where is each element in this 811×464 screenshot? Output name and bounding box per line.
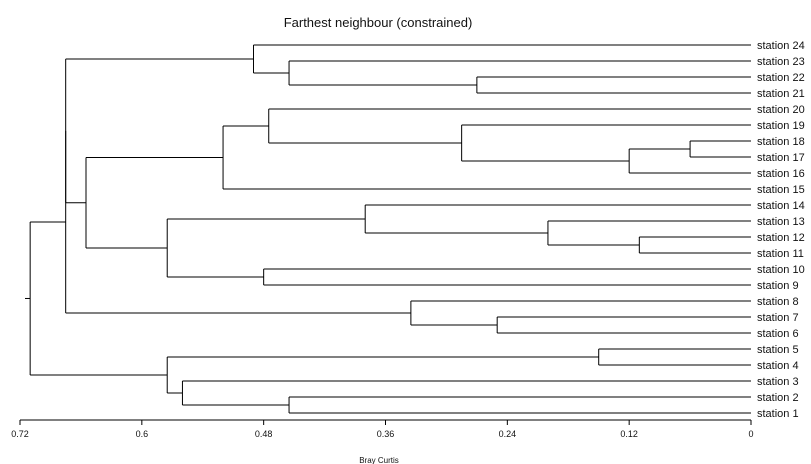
leaf-label: station 7	[757, 312, 799, 324]
leaf-label: station 24	[757, 40, 805, 52]
leaf-label: station 20	[757, 104, 805, 116]
leaf-label: station 8	[757, 296, 799, 308]
x-tick-label: 0.12	[620, 429, 638, 439]
x-tick-label: 0.48	[255, 429, 273, 439]
leaf-labels: station 24 station 23 station 22 station 21…	[757, 40, 805, 420]
leaf-label: station 15	[757, 184, 805, 196]
leaf-label: station 4	[757, 360, 799, 372]
leaf-label: station 18	[757, 136, 805, 148]
leaf-label: station 22	[757, 72, 805, 84]
leaf-label: station 10	[757, 264, 805, 276]
leaf-label: station 11	[757, 248, 804, 260]
leaf-label: station 5	[757, 344, 799, 356]
x-axis: 0.72 0.6 0.48 0.36 0.24 0.12 0	[11, 419, 754, 439]
leaf-label: station 17	[757, 152, 805, 164]
leaf-label: station 19	[757, 120, 805, 132]
dendrogram-branches	[25, 44, 751, 414]
leaf-label: station 3	[757, 376, 799, 388]
leaf-label: station 23	[757, 56, 805, 68]
x-tick-label: 0	[748, 429, 753, 439]
leaf-label: station 1	[757, 408, 799, 420]
x-tick-label: 0.36	[377, 429, 395, 439]
leaf-label: station 13	[757, 216, 805, 228]
leaf-label: station 2	[757, 392, 799, 404]
x-axis-label: Bray Curtis	[359, 456, 399, 464]
x-tick-label: 0.24	[499, 429, 517, 439]
chart-title: Farthest neighbour (constrained)	[284, 15, 473, 30]
leaf-label: station 6	[757, 328, 799, 340]
leaf-label: station 9	[757, 280, 799, 292]
leaf-label: station 12	[757, 232, 805, 244]
x-tick-label: 0.72	[11, 429, 29, 439]
leaf-label: station 21	[757, 88, 805, 100]
x-tick-label: 0.6	[136, 429, 149, 439]
leaf-label: station 16	[757, 168, 805, 180]
leaf-label: station 14	[757, 200, 805, 212]
